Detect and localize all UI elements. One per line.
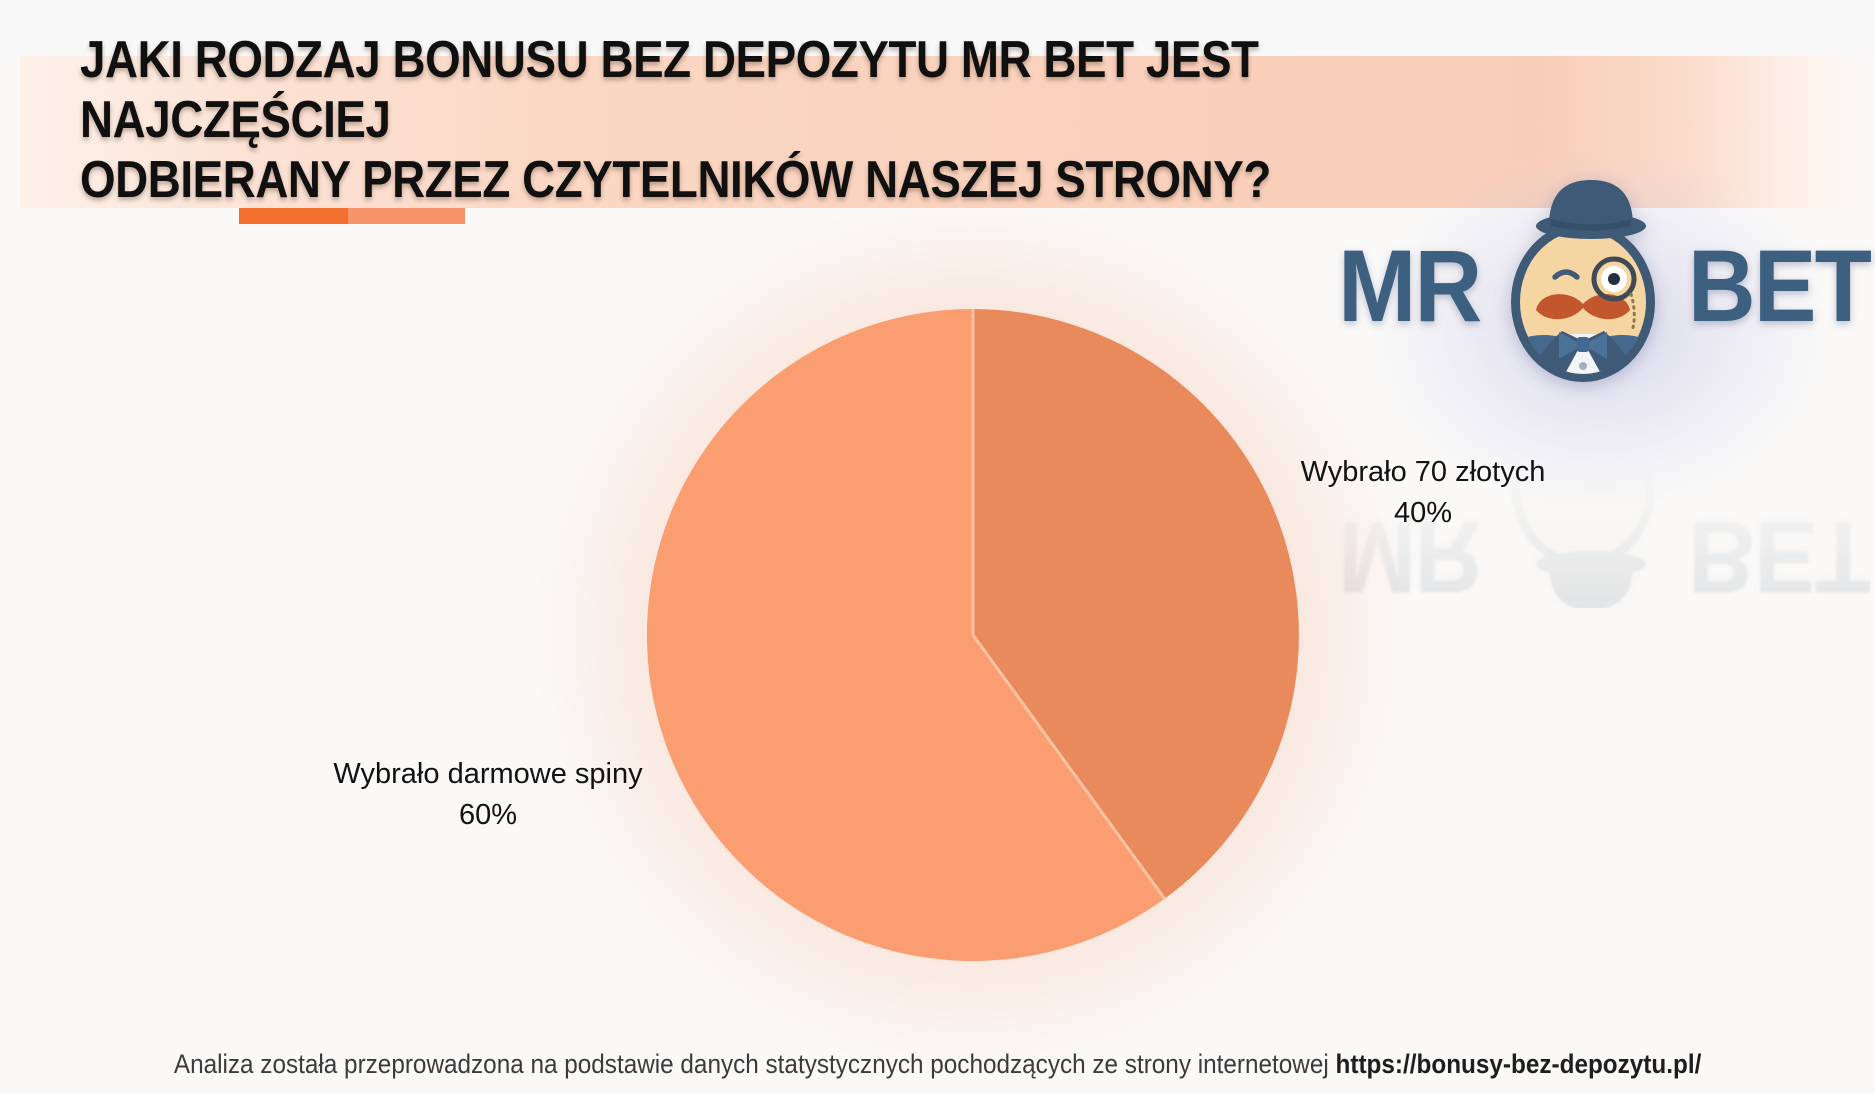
mr-bet-logo: MR <box>1337 176 1872 396</box>
footer-link: https://bonusy-bez-depozytu.pl/ <box>1335 1049 1702 1079</box>
accent-bar-dark-segment <box>239 208 348 224</box>
logo-word-bet: BET <box>1688 229 1872 343</box>
accent-bar <box>239 208 465 224</box>
top-strip <box>0 0 1875 56</box>
accent-bar-light-segment <box>348 208 465 224</box>
pie-label-percent: 60% <box>458 799 518 831</box>
pie-chart-svg <box>646 309 1299 961</box>
pie-label-70-zlotych: Wybrało 70 złotych 40% <box>1213 452 1633 534</box>
pie-label-text: Wybrało darmowe spiny <box>333 758 643 790</box>
pie-slice-divider <box>971 634 1166 900</box>
pie-label-darmowe-spiny: Wybrało darmowe spiny 60% <box>278 754 698 836</box>
footer-text: Analiza została przeprowadzona na podsta… <box>173 1049 1329 1079</box>
pie-label-percent: 40% <box>1393 497 1453 529</box>
pie-slice <box>646 309 1165 961</box>
pie-label-text: Wybrało 70 złotych <box>1300 456 1546 488</box>
mr-bet-mascot-icon <box>1511 180 1656 382</box>
page-title: JAKI RODZAJ BONUSU BEZ DEPOZYTU MR BET J… <box>80 30 1576 210</box>
footer: Analiza została przeprowadzona na podsta… <box>0 1046 1875 1082</box>
logo-word-mr: MR <box>1337 229 1482 343</box>
pie-slice <box>973 309 1299 899</box>
page-title-line-1: JAKI RODZAJ BONUSU BEZ DEPOZYTU MR BET J… <box>80 31 1259 149</box>
page-title-line-2: ODBIERANY PRZEZ CZYTELNIKÓW NASZEJ STRON… <box>80 151 1271 209</box>
